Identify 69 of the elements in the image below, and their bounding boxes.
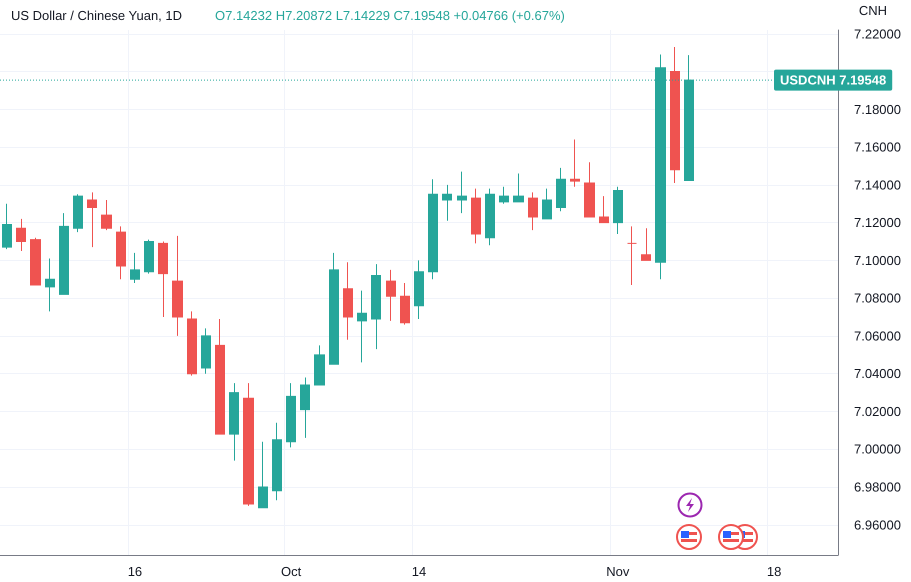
x-tick-label: 18 bbox=[766, 564, 782, 579]
x-tick-label: Oct bbox=[281, 564, 302, 579]
y-tick-label: 7.08000 bbox=[854, 290, 901, 306]
candlestick bbox=[215, 318, 225, 435]
candlestick bbox=[613, 186, 623, 234]
candlestick bbox=[2, 203, 12, 250]
candlestick bbox=[542, 188, 552, 220]
candlestick bbox=[201, 328, 211, 374]
candlestick bbox=[59, 212, 69, 295]
candlestick bbox=[556, 167, 566, 212]
y-tick-label: 7.10000 bbox=[854, 252, 901, 268]
candlestick bbox=[187, 310, 197, 376]
candlestick bbox=[329, 252, 339, 365]
candlestick bbox=[400, 282, 410, 326]
candlestick bbox=[229, 382, 239, 462]
y-tick-label: 7.14000 bbox=[854, 177, 901, 192]
y-tick-label: 7.00000 bbox=[854, 442, 901, 457]
y-tick-label: 6.98000 bbox=[854, 480, 901, 495]
candlestick bbox=[30, 237, 41, 286]
text: CNH bbox=[858, 3, 888, 18]
candlestick bbox=[16, 218, 26, 252]
candlestick bbox=[485, 188, 495, 246]
candlestick bbox=[584, 162, 595, 218]
candlestick bbox=[258, 441, 268, 508]
candlestick bbox=[457, 171, 467, 214]
candlestick bbox=[386, 269, 396, 322]
candlestick bbox=[243, 382, 254, 506]
y-tick-label: 7.02000 bbox=[854, 404, 901, 419]
x-tick-label: 16 bbox=[128, 564, 142, 579]
candlestick bbox=[101, 199, 112, 231]
candlestick bbox=[144, 239, 154, 274]
candlestick bbox=[428, 178, 438, 280]
x-tick-label: 14 bbox=[412, 564, 426, 579]
candlestick bbox=[599, 196, 609, 224]
candlestick bbox=[87, 192, 97, 248]
y-tick-label: 7.12000 bbox=[854, 215, 901, 230]
candlestick bbox=[570, 139, 580, 188]
chart-title: US Dollar / Chinese Yuan, 1D bbox=[11, 8, 182, 23]
candlestick bbox=[300, 376, 310, 438]
candlestick bbox=[513, 173, 524, 202]
y-tick-label: 7.04000 bbox=[854, 366, 901, 382]
candlestick bbox=[357, 290, 367, 363]
candlestick bbox=[158, 241, 168, 318]
candlestick bbox=[272, 422, 282, 501]
y-tick-label: 6.96000 bbox=[854, 517, 901, 532]
candlestick bbox=[73, 194, 83, 233]
candlestick bbox=[130, 252, 140, 284]
candlestick bbox=[471, 188, 481, 244]
candlestick bbox=[371, 264, 381, 350]
chart-subtitle: O7.14232 H7.20872 L7.14229 C7.19548 +0.04766 (+0.67%) bbox=[215, 8, 565, 23]
candlestick bbox=[442, 184, 452, 222]
candlestick bbox=[641, 228, 651, 261]
y-tick-label: 7.16000 bbox=[854, 140, 901, 155]
y-tick-label: 7.18000 bbox=[854, 102, 901, 117]
y-tick-label: 7.22000 bbox=[854, 26, 901, 42]
candlestick bbox=[414, 260, 424, 320]
ref-line-label: USDCNH 7.19548 bbox=[780, 72, 886, 88]
candlestick bbox=[499, 186, 509, 204]
y-tick-label: 7.06000 bbox=[854, 328, 901, 344]
candlestick bbox=[343, 262, 353, 340]
candlestick bbox=[627, 226, 637, 286]
candlestick bbox=[172, 235, 183, 336]
candlestick bbox=[528, 192, 538, 231]
candlestick bbox=[670, 46, 680, 184]
candlestick bbox=[116, 226, 126, 280]
candlestick bbox=[286, 382, 296, 448]
x-tick-label: Nov bbox=[606, 564, 630, 579]
candlestick bbox=[45, 258, 55, 312]
candlestick bbox=[314, 344, 325, 386]
